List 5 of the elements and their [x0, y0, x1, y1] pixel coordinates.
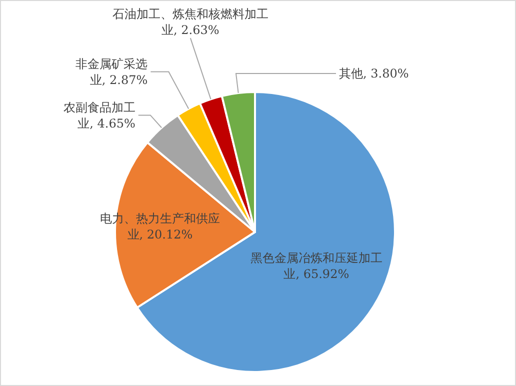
slice-label: 石油加工、炼焦和核燃料加工业, 2.63% — [112, 7, 268, 38]
slice-label: 黑色金属冶炼和压延加工业, 65.92% — [250, 250, 382, 281]
slice-label: 其他, 3.80% — [338, 66, 409, 81]
slice-label: 农副食品加工业, 4.65% — [63, 100, 136, 130]
slice-label: 非金属矿采选业, 2.87% — [76, 56, 148, 87]
